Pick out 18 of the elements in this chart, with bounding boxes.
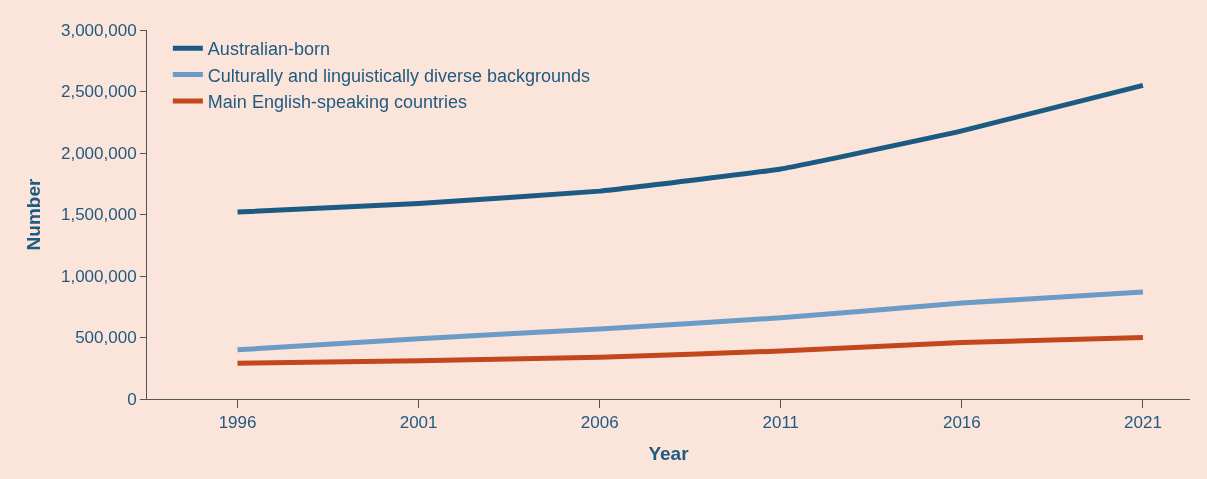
y-tick-label: 0 bbox=[127, 389, 137, 409]
x-tick-label: 2011 bbox=[762, 413, 800, 433]
y-tick-label: 3,000,000 bbox=[60, 20, 137, 40]
y-axis-title: Number bbox=[22, 178, 44, 251]
y-tick-label: 500,000 bbox=[75, 328, 137, 348]
y-tick-label: 2,000,000 bbox=[60, 143, 137, 163]
y-tick-label: 2,500,000 bbox=[60, 82, 137, 102]
x-tick-label: 2016 bbox=[942, 413, 981, 433]
legend-label: Main English-speaking countries bbox=[207, 92, 467, 113]
legend-label: Culturally and linguistically diverse backgrounds bbox=[207, 65, 591, 86]
x-tick-label: 2021 bbox=[1124, 413, 1162, 433]
y-tick-label: 1,500,000 bbox=[60, 205, 137, 225]
x-tick-label: 2006 bbox=[580, 413, 619, 433]
x-tick-label: 1996 bbox=[218, 413, 257, 433]
legend-label: Australian-born bbox=[207, 39, 330, 60]
x-axis-title: Year bbox=[648, 443, 690, 465]
y-tick-label: 1,000,000 bbox=[60, 266, 137, 286]
x-tick-label: 2001 bbox=[399, 413, 438, 433]
